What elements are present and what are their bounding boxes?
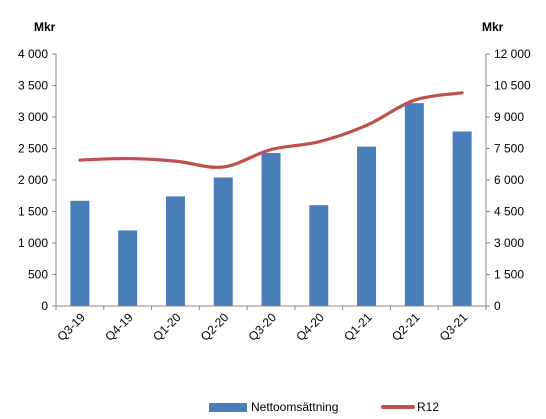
x-tick-label: Q1-20 bbox=[150, 310, 184, 344]
left-tick-label: 500 bbox=[28, 268, 48, 282]
left-tick-label: 2 500 bbox=[18, 142, 48, 156]
right-tick-label: 12 000 bbox=[494, 47, 531, 61]
x-tick-label: Q4-20 bbox=[293, 310, 327, 344]
bar bbox=[261, 152, 281, 306]
x-tick-label: Q2-20 bbox=[198, 310, 232, 344]
left-tick-label: 3 500 bbox=[18, 79, 48, 93]
right-tick-label: 10 500 bbox=[494, 79, 531, 93]
left-tick-label: 0 bbox=[41, 299, 48, 313]
left-tick-label: 4 000 bbox=[18, 47, 48, 61]
left-tick-label: 1 500 bbox=[18, 205, 48, 219]
right-tick-label: 9 000 bbox=[494, 110, 524, 124]
legend-item-line: R12 bbox=[381, 400, 439, 414]
bar bbox=[357, 146, 377, 306]
x-tick-label: Q3-19 bbox=[55, 310, 89, 344]
legend-bar-swatch bbox=[209, 402, 247, 412]
right-axis-unit-label: Mkr bbox=[482, 20, 504, 34]
x-tick-label: Q4-19 bbox=[102, 310, 136, 344]
legend-line-label: R12 bbox=[417, 400, 440, 414]
left-tick-label: 2 000 bbox=[18, 173, 48, 187]
right-tick-label: 0 bbox=[494, 299, 501, 313]
x-tick-label: Q2-21 bbox=[389, 310, 423, 344]
left-tick-label: 3 000 bbox=[18, 110, 48, 124]
legend-item-bar: Nettoomsättning bbox=[209, 400, 338, 414]
bar bbox=[118, 230, 138, 306]
legend-line-swatch bbox=[381, 405, 415, 409]
left-axis-unit-label: Mkr bbox=[34, 20, 56, 34]
right-tick-label: 3 000 bbox=[494, 236, 524, 250]
bar bbox=[213, 177, 233, 306]
bar bbox=[165, 196, 185, 306]
legend-bar-label: Nettoomsättning bbox=[251, 400, 339, 414]
x-tick-label: Q3-21 bbox=[437, 310, 471, 344]
right-tick-label: 6 000 bbox=[494, 173, 524, 187]
left-tick-label: 1 000 bbox=[18, 236, 48, 250]
right-tick-label: 1 500 bbox=[494, 268, 524, 282]
r12-series-line bbox=[78, 91, 464, 169]
bar bbox=[452, 131, 472, 306]
bar bbox=[309, 205, 329, 306]
x-tick-label: Q3-20 bbox=[246, 310, 280, 344]
x-tick-label: Q1-21 bbox=[341, 310, 375, 344]
bar bbox=[70, 200, 90, 306]
right-tick-label: 7 500 bbox=[494, 142, 524, 156]
right-tick-label: 4 500 bbox=[494, 205, 524, 219]
bar bbox=[404, 103, 424, 306]
